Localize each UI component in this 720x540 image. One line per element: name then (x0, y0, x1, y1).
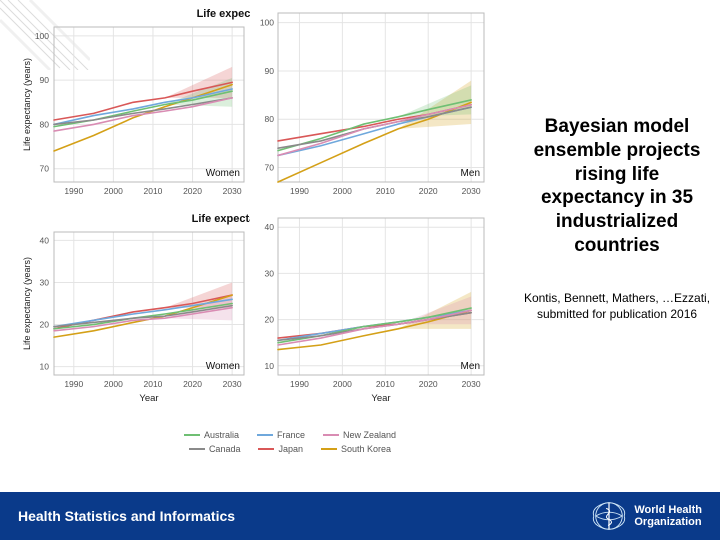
legend-item-skorea: South Korea (321, 444, 391, 454)
legend-swatch (257, 434, 273, 436)
who-logo: World Health Organization (590, 497, 702, 535)
side-citation: Kontis, Bennett, Mathers, …Ezzati, submi… (522, 290, 712, 322)
svg-text:Life expectancy (years): Life expectancy (years) (22, 58, 32, 151)
slide: 70 80 90 100 Life expectancy (years) 1990 2000… (0, 0, 720, 540)
who-text: World Health Organization (634, 504, 702, 528)
charts-area: 70 80 90 100 Life expectancy (years) 1990 2000… (0, 0, 505, 470)
svg-text:Life expectancy at age 65: Life expectancy at age 65 (192, 213, 250, 225)
svg-text:90: 90 (265, 66, 275, 76)
legend-label: France (277, 430, 305, 440)
svg-text:40: 40 (40, 235, 50, 245)
svg-text:2030: 2030 (462, 379, 481, 389)
svg-text:20: 20 (40, 320, 50, 330)
legend-swatch (321, 448, 337, 450)
svg-text:2010: 2010 (143, 379, 162, 389)
side-title: Bayesian model ensemble projects rising … (522, 115, 712, 258)
svg-text:2020: 2020 (419, 379, 438, 389)
svg-text:1990: 1990 (64, 379, 83, 389)
svg-text:2030: 2030 (223, 186, 242, 196)
legend-label: New Zealand (343, 430, 396, 440)
legend: Australia France New Zealand Canada Japan Sou… (160, 430, 420, 470)
legend-item-nz: New Zealand (323, 430, 396, 440)
svg-text:2000: 2000 (104, 379, 123, 389)
legend-item-canada: Canada (189, 444, 241, 454)
svg-text:100: 100 (35, 31, 49, 41)
panel-bottom-men: 1020304019902000201020202030YearMen (260, 210, 490, 405)
legend-swatch (258, 448, 274, 450)
svg-text:2010: 2010 (376, 379, 395, 389)
who-emblem-icon (590, 497, 628, 535)
svg-text:Life expectancy (years): Life expectancy (years) (22, 257, 32, 350)
svg-text:2010: 2010 (376, 186, 395, 196)
svg-text:2020: 2020 (183, 186, 202, 196)
svg-text:30: 30 (40, 277, 50, 287)
svg-text:Life expectancy at birth: Life expectancy at birth (197, 8, 250, 20)
svg-text:Men: Men (461, 168, 480, 179)
svg-text:2000: 2000 (333, 379, 352, 389)
legend-item-france: France (257, 430, 305, 440)
panel-bottom-women: 10203040Life expectancy (years)199020002… (20, 210, 250, 405)
svg-text:2020: 2020 (419, 186, 438, 196)
svg-text:10: 10 (40, 362, 50, 372)
legend-label: Australia (204, 430, 239, 440)
panel-top-men: 70 80 90 100 1990 2000 2010 2020 2030 Men (260, 5, 490, 200)
who-text-2: Organization (634, 516, 702, 528)
legend-swatch (184, 434, 200, 436)
svg-text:2000: 2000 (333, 186, 352, 196)
svg-text:2030: 2030 (462, 186, 481, 196)
svg-text:20: 20 (265, 315, 275, 325)
svg-text:70: 70 (265, 163, 275, 173)
legend-label: Canada (209, 444, 241, 454)
side-text: Bayesian model ensemble projects rising … (522, 115, 712, 322)
svg-text:80: 80 (265, 114, 275, 124)
panel-top-women: 70 80 90 100 Life expectancy (years) 1990 2000… (20, 5, 250, 200)
svg-text:1990: 1990 (64, 186, 83, 196)
svg-text:2020: 2020 (183, 379, 202, 389)
svg-text:80: 80 (40, 119, 50, 129)
svg-text:100: 100 (260, 18, 274, 28)
svg-text:90: 90 (40, 75, 50, 85)
footer: Health Statistics and Informatics World … (0, 476, 720, 540)
legend-item-australia: Australia (184, 430, 239, 440)
svg-text:10: 10 (265, 361, 275, 371)
svg-text:30: 30 (265, 268, 275, 278)
who-text-1: World Health (634, 504, 702, 516)
legend-label: Japan (278, 444, 303, 454)
svg-text:1990: 1990 (290, 379, 309, 389)
svg-text:Year: Year (371, 393, 390, 404)
svg-text:Men: Men (461, 361, 480, 372)
legend-swatch (189, 448, 205, 450)
svg-text:2030: 2030 (223, 379, 242, 389)
svg-text:70: 70 (40, 164, 50, 174)
svg-text:Women: Women (206, 361, 240, 372)
svg-text:2010: 2010 (143, 186, 162, 196)
svg-text:2000: 2000 (104, 186, 123, 196)
legend-item-japan: Japan (258, 444, 303, 454)
legend-swatch (323, 434, 339, 436)
svg-text:1990: 1990 (290, 186, 309, 196)
svg-text:Year: Year (139, 393, 158, 404)
footer-label: Health Statistics and Informatics (18, 508, 235, 524)
legend-label: South Korea (341, 444, 391, 454)
svg-text:Women: Women (206, 168, 240, 179)
svg-text:40: 40 (265, 222, 275, 232)
